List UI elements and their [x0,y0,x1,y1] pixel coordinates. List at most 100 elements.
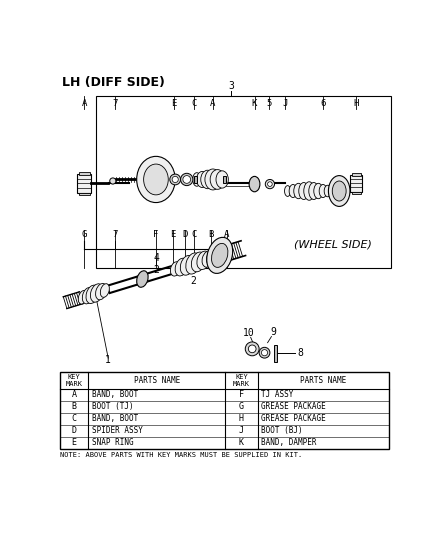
Text: PARTS NAME: PARTS NAME [134,376,180,385]
Ellipse shape [95,284,107,300]
Ellipse shape [191,252,205,272]
Bar [352,192,361,194]
Text: G: G [81,230,87,239]
Ellipse shape [202,251,214,267]
Text: J: J [239,426,244,435]
Text: KEY
MARK: KEY MARK [65,374,82,387]
Text: E: E [170,230,176,239]
Ellipse shape [285,185,291,196]
Text: PARTS NAME: PARTS NAME [300,376,346,385]
Ellipse shape [299,182,309,199]
Ellipse shape [206,251,217,265]
Text: 6: 6 [320,99,326,108]
Text: J: J [283,99,288,108]
Text: A: A [71,390,77,399]
Text: BAND, BOOT: BAND, BOOT [92,390,138,399]
Ellipse shape [319,184,327,198]
Ellipse shape [324,185,331,197]
Ellipse shape [197,172,208,188]
Bar [79,172,90,175]
Text: A: A [81,99,87,108]
Ellipse shape [197,251,210,270]
Text: 1: 1 [105,356,111,366]
Circle shape [268,182,272,187]
Circle shape [172,176,178,182]
Circle shape [245,342,259,356]
Text: GREASE PACKAGE: GREASE PACKAGE [261,415,326,423]
Ellipse shape [170,262,181,276]
Ellipse shape [216,171,228,188]
Ellipse shape [205,169,221,190]
Text: 4: 4 [153,253,159,263]
Ellipse shape [212,244,228,268]
Circle shape [248,345,256,353]
Text: NOTE: ABOVE PARTS WITH KEY MARKS MUST BE SUPPLIED IN KIT.: NOTE: ABOVE PARTS WITH KEY MARKS MUST BE… [60,452,302,458]
Bar [96,96,391,268]
Ellipse shape [328,186,335,196]
Text: H: H [239,415,244,423]
Bar [60,372,389,449]
Text: 7: 7 [113,99,118,108]
Ellipse shape [82,287,93,304]
Ellipse shape [309,182,319,199]
Bar [194,175,197,183]
Ellipse shape [289,184,297,198]
Text: C: C [71,415,77,423]
Circle shape [265,180,275,189]
Ellipse shape [137,156,175,203]
Ellipse shape [332,181,346,201]
Text: BOOT (TJ): BOOT (TJ) [92,402,134,411]
Text: SPIDER ASSY: SPIDER ASSY [92,426,143,435]
Bar [352,173,361,175]
Text: 5: 5 [266,99,272,108]
Ellipse shape [201,170,214,189]
Text: A: A [224,230,230,239]
Text: 10: 10 [243,328,254,338]
Text: K: K [239,439,244,448]
Ellipse shape [180,255,194,275]
Text: E: E [171,99,177,108]
Ellipse shape [207,237,233,273]
Ellipse shape [137,271,148,287]
Bar [274,345,277,362]
Text: KEY
MARK: KEY MARK [233,374,250,387]
Text: BAND, DAMPER: BAND, DAMPER [261,439,317,448]
Text: 9: 9 [271,327,277,337]
Ellipse shape [86,285,99,303]
Text: TJ ASSY: TJ ASSY [261,390,294,399]
Text: F: F [239,390,244,399]
Ellipse shape [78,290,87,304]
Text: A: A [210,99,215,108]
Circle shape [110,178,116,184]
Ellipse shape [186,253,201,274]
Circle shape [261,350,268,356]
Ellipse shape [328,175,350,206]
Ellipse shape [100,284,110,297]
Text: BAND, BOOT: BAND, BOOT [92,415,138,423]
Ellipse shape [294,183,303,199]
Ellipse shape [144,164,168,195]
Text: C: C [192,99,197,108]
Text: GREASE PACKAGE: GREASE PACKAGE [261,402,326,411]
Circle shape [170,174,180,185]
Text: 3: 3 [229,80,234,91]
Bar [78,174,91,192]
Ellipse shape [90,284,103,302]
Ellipse shape [193,173,201,186]
Text: B: B [71,402,77,411]
Text: LH (DIFF SIDE): LH (DIFF SIDE) [62,76,165,90]
Text: 8: 8 [298,349,304,359]
Text: SNAP RING: SNAP RING [92,439,134,448]
Text: (WHEEL SIDE): (WHEEL SIDE) [294,240,372,250]
Text: K: K [252,99,257,108]
Text: B: B [208,230,213,239]
Text: 2: 2 [190,276,196,286]
Text: F: F [153,230,159,239]
Text: D: D [183,230,188,239]
Text: C: C [192,230,197,239]
Text: G: G [239,402,244,411]
Ellipse shape [175,258,188,276]
Text: H: H [353,99,359,108]
Ellipse shape [314,183,323,199]
Text: 7: 7 [113,230,118,239]
